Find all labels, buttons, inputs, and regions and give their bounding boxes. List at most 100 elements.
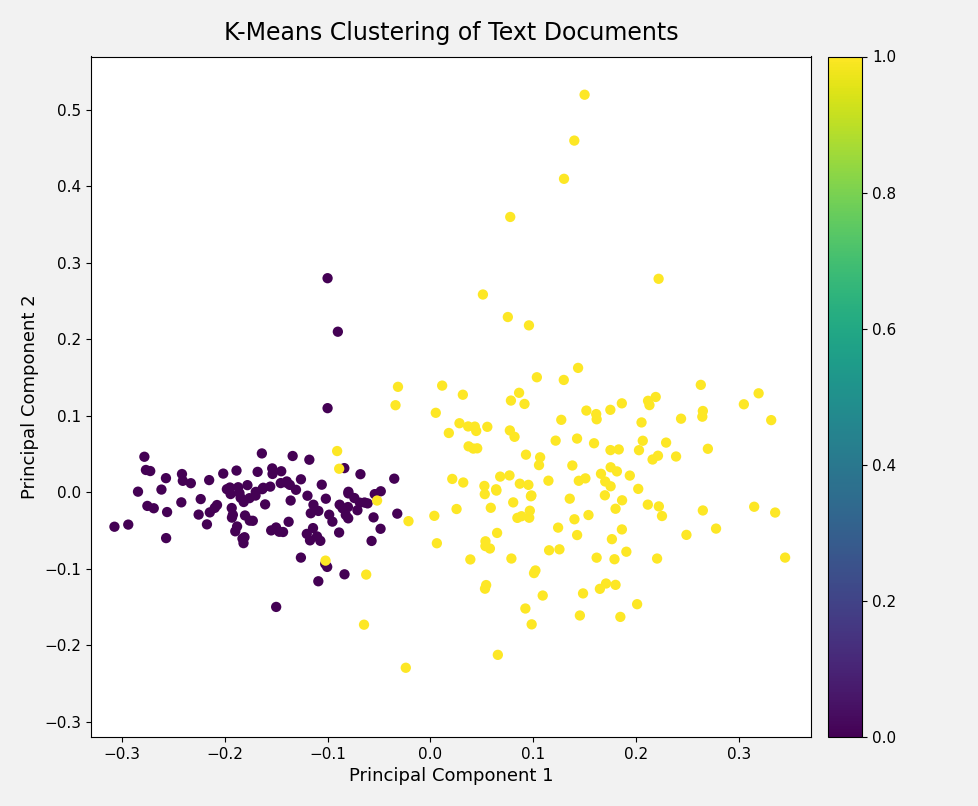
Point <box>502 210 517 223</box>
Point <box>580 509 596 521</box>
Point <box>201 506 217 519</box>
Point <box>476 582 492 595</box>
Point <box>146 502 161 515</box>
Point <box>174 467 190 480</box>
Point <box>645 453 660 466</box>
Point <box>492 470 508 483</box>
Point <box>193 492 208 505</box>
Point <box>310 505 326 517</box>
Point <box>232 487 247 500</box>
Point <box>367 488 382 501</box>
Point <box>640 498 655 511</box>
Point <box>488 484 504 497</box>
Point <box>279 475 294 488</box>
Point <box>310 575 326 588</box>
Point <box>523 489 539 502</box>
Point <box>648 552 664 565</box>
Point <box>264 467 280 480</box>
Point <box>527 564 543 577</box>
Point <box>320 401 335 414</box>
Point <box>523 618 539 631</box>
Point <box>356 618 372 631</box>
Point <box>158 532 174 545</box>
Point <box>215 467 231 480</box>
Point <box>566 513 582 526</box>
Point <box>249 465 265 478</box>
Point <box>635 434 650 447</box>
Point <box>321 509 336 521</box>
Point <box>613 397 629 409</box>
Point <box>478 579 494 592</box>
Point <box>428 537 444 550</box>
Point <box>649 449 665 462</box>
Point <box>556 373 571 386</box>
Point <box>244 514 260 527</box>
Point <box>673 412 689 425</box>
Point <box>136 451 152 463</box>
Point <box>451 417 467 430</box>
Point <box>763 413 778 426</box>
Point <box>175 475 191 488</box>
Point <box>373 485 388 498</box>
Point <box>142 464 157 477</box>
Point <box>767 506 782 519</box>
Point <box>292 551 308 564</box>
Point <box>468 442 484 455</box>
Point <box>223 488 239 501</box>
Point <box>242 514 257 527</box>
Point <box>629 598 645 611</box>
Point <box>588 408 603 421</box>
Point <box>257 498 273 511</box>
Point <box>364 534 379 547</box>
Point <box>522 490 538 503</box>
Point <box>389 507 405 520</box>
Point <box>140 500 156 513</box>
Point <box>607 502 623 515</box>
Point <box>191 508 206 521</box>
Y-axis label: Principal Component 2: Principal Component 2 <box>21 294 39 499</box>
Point <box>613 523 629 536</box>
Point <box>553 413 568 426</box>
Point <box>699 442 715 455</box>
Point <box>481 542 497 555</box>
Point <box>314 478 330 491</box>
Point <box>448 503 464 516</box>
Point <box>331 463 346 476</box>
Point <box>570 475 586 488</box>
Point <box>476 480 492 492</box>
Point <box>482 501 498 514</box>
Point <box>521 511 537 524</box>
Point <box>440 426 456 439</box>
Point <box>230 481 245 494</box>
Point <box>263 524 279 537</box>
Point <box>427 406 443 419</box>
Point <box>398 661 414 674</box>
Point <box>320 272 335 285</box>
Point <box>233 492 248 505</box>
Point <box>571 609 587 622</box>
Point <box>434 379 450 392</box>
Point <box>692 378 708 391</box>
Point <box>735 398 751 411</box>
Point <box>520 319 536 332</box>
Point <box>346 492 362 505</box>
Point <box>390 380 406 393</box>
Point <box>607 579 623 592</box>
Point <box>253 447 269 460</box>
Point <box>254 483 270 496</box>
Point <box>302 507 318 520</box>
Point <box>532 451 548 463</box>
Point <box>467 420 482 433</box>
Point <box>602 443 618 456</box>
Point <box>222 481 238 494</box>
Point <box>561 492 577 505</box>
Point <box>369 494 384 507</box>
Point <box>489 526 505 539</box>
Point <box>517 448 533 461</box>
Point <box>460 420 475 433</box>
Point <box>352 496 368 509</box>
Point <box>340 485 356 498</box>
Point <box>273 476 289 489</box>
Point <box>525 567 541 580</box>
Point <box>586 437 601 450</box>
